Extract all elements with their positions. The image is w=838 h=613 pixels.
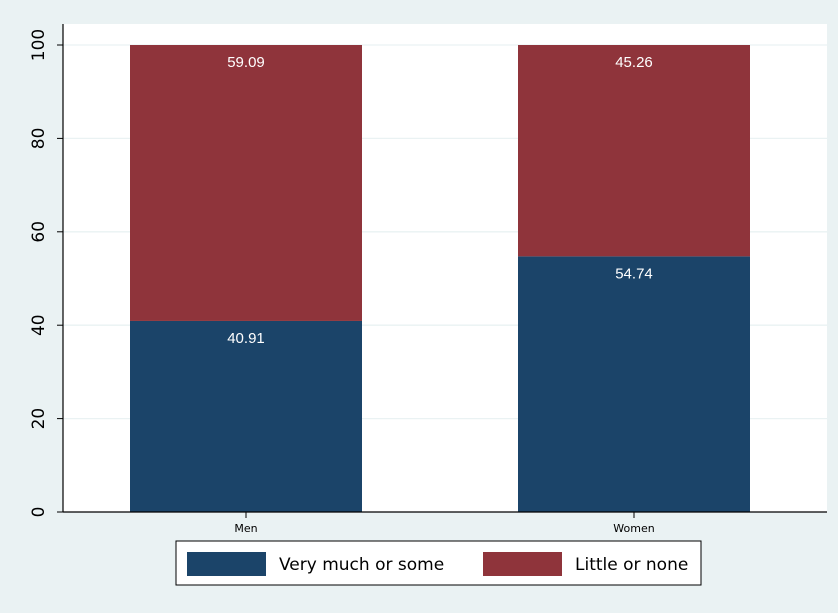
bar-men-series-2	[130, 45, 362, 321]
bar-men-series-1	[130, 320, 362, 512]
data-label: 40.91	[227, 330, 265, 347]
x-tick-label: Men	[234, 522, 257, 535]
data-label: 45.26	[615, 54, 653, 71]
legend-label-2: Little or none	[575, 555, 688, 575]
data-label: 54.74	[615, 265, 653, 282]
y-tick-label: 60	[29, 221, 49, 243]
axes: 0 20 40 60 80 100 Men Women	[29, 24, 827, 535]
x-tick-label: Women	[613, 522, 654, 535]
bar-women-series-1	[518, 256, 750, 512]
y-tick-label: 0	[29, 507, 49, 518]
data-label: 59.09	[227, 54, 265, 71]
y-tick-label: 20	[29, 408, 49, 430]
legend-swatch-1	[187, 552, 266, 576]
legend: Very much or some Little or none	[175, 540, 702, 586]
y-tick-label: 100	[29, 29, 49, 61]
bars	[130, 45, 750, 512]
bar-women-series-2	[518, 45, 750, 257]
data-labels: 40.91 59.09 54.74 45.26	[227, 54, 653, 347]
y-tick-label: 80	[29, 128, 49, 150]
y-tick-label: 40	[29, 314, 49, 336]
legend-swatch-2	[483, 552, 562, 576]
legend-label-1: Very much or some	[279, 555, 444, 575]
